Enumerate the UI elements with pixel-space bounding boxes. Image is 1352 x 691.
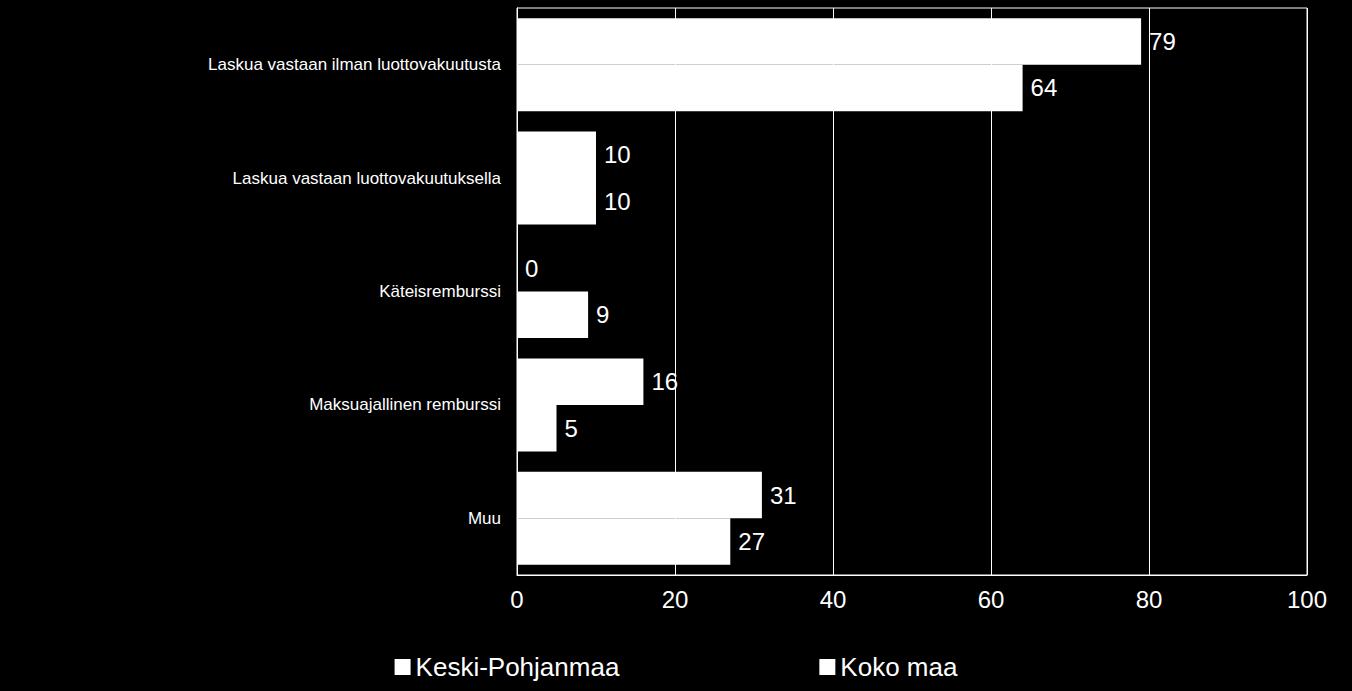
- svg-text:10: 10: [604, 141, 631, 168]
- svg-text:0: 0: [510, 586, 523, 613]
- svg-text:40: 40: [820, 586, 847, 613]
- svg-text:31: 31: [770, 482, 797, 509]
- svg-text:9: 9: [596, 301, 609, 328]
- svg-text:20: 20: [662, 586, 689, 613]
- svg-text:60: 60: [978, 586, 1005, 613]
- svg-text:Muu: Muu: [468, 509, 501, 528]
- svg-text:Keski-Pohjanmaa: Keski-Pohjanmaa: [416, 652, 620, 682]
- svg-text:16: 16: [651, 368, 678, 395]
- svg-text:Laskua vastaan ilman luottovak: Laskua vastaan ilman luottovakuutusta: [208, 55, 502, 74]
- svg-text:Maksuajallinen remburssi: Maksuajallinen remburssi: [309, 395, 501, 414]
- svg-text:64: 64: [1031, 74, 1058, 101]
- svg-text:80: 80: [1136, 586, 1163, 613]
- svg-text:Käteisremburssi: Käteisremburssi: [379, 282, 501, 301]
- svg-text:Laskua vastaan luottovakuutuks: Laskua vastaan luottovakuutuksella: [233, 169, 502, 188]
- svg-text:27: 27: [738, 528, 765, 555]
- svg-text:100: 100: [1287, 586, 1327, 613]
- svg-text:10: 10: [604, 188, 631, 215]
- svg-text:0: 0: [525, 255, 538, 282]
- svg-text:Koko maa: Koko maa: [840, 652, 958, 682]
- svg-text:79: 79: [1149, 28, 1176, 55]
- svg-text:5: 5: [565, 415, 578, 442]
